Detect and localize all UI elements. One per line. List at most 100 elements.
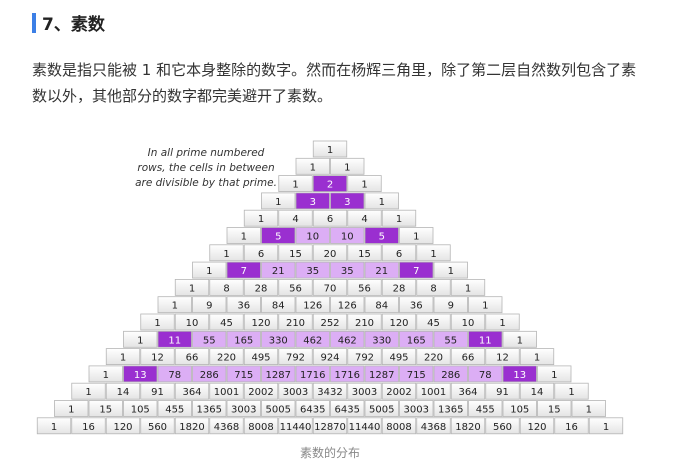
cell-value: 364 [182,387,201,398]
cell [312,209,348,227]
cell-value: 1 [361,180,367,191]
cell [295,261,330,279]
cell [364,192,399,210]
cell-value: 36 [410,301,423,312]
cell-value: 105 [131,404,150,415]
cell-value: 1 [327,145,333,156]
cell [312,244,348,262]
cell [450,417,486,435]
cell-value: 495 [251,353,270,364]
cell [312,348,348,366]
cell [554,382,589,400]
cell-value: 252 [320,318,339,329]
cell-value: 462 [338,335,357,346]
cell [399,296,434,314]
cell [312,175,348,193]
cell [278,382,313,400]
cell [450,313,486,331]
cell-value: 210 [286,318,305,329]
cell [381,209,417,227]
cell [468,330,503,348]
cell [174,382,210,400]
cell-value: 55 [444,335,457,346]
cell [209,348,244,366]
cell-value: 1365 [197,404,222,415]
cell-value: 2002 [386,387,411,398]
cell [226,400,261,417]
cell [243,417,279,435]
cell [347,313,382,331]
cell-value: 45 [220,318,233,329]
cell-value: 1287 [266,370,291,381]
cell [174,417,210,435]
cell-value: 120 [113,422,132,433]
cell-value: 1 [517,335,523,346]
cell-value: 2 [327,180,333,191]
cell-value: 4368 [214,422,239,433]
cell-value: 165 [407,335,426,346]
cell-value: 1 [586,404,592,415]
cell [364,261,399,279]
cell-value: 78 [479,370,492,381]
cell-value: 11 [479,335,492,346]
cell [347,382,382,400]
cell-value: 10 [462,318,475,329]
cell-value: 126 [303,301,322,312]
cell-value: 5005 [266,404,291,415]
cell [433,261,468,279]
cell-value: 16 [82,422,95,433]
cell [381,244,417,262]
title-bar [32,13,36,33]
cell [347,175,382,193]
cell [468,400,503,417]
cell [261,296,296,314]
cell-value: 84 [375,301,388,312]
cell-value: 1 [51,422,57,433]
cell-value: 165 [234,335,253,346]
cell [174,348,210,366]
cell [226,227,261,244]
cell-value: 15 [548,404,561,415]
cell [399,400,434,417]
cell [330,192,365,210]
cell-value: 1 [482,301,488,312]
cell [261,192,296,210]
cell-value: 455 [476,404,495,415]
cell [330,157,365,175]
cell-value: 1 [310,162,316,173]
cell-value: 1 [85,387,91,398]
cell-value: 12 [151,353,164,364]
cell [157,400,192,417]
cell [571,400,606,417]
cell [261,227,296,244]
cell [209,244,244,262]
cell-value: 792 [286,353,305,364]
cell [416,313,451,331]
cell [295,330,330,348]
cell-value: 91 [151,387,164,398]
cell [261,261,296,279]
cell-value: 1 [223,249,229,260]
cell-value: 5005 [369,404,394,415]
cell [209,278,244,296]
cell [278,209,313,227]
cell-value: 1 [551,370,557,381]
cell [330,261,365,279]
cell [123,400,158,417]
cell-value: 13 [134,370,147,381]
cell-value: 8008 [248,422,273,433]
cell-value: 8008 [386,422,411,433]
cell [192,330,227,348]
cell-value: 78 [168,370,181,381]
cell [243,278,279,296]
cell [485,382,520,400]
cell [295,400,330,417]
cell [88,365,123,383]
paragraph: 素数是指只能被 1 和它本身整除的数字。然而在杨辉三角里，除了第二层自然数列包含… [32,61,637,105]
cell-value: 1 [430,249,436,260]
cell-value: 11440 [349,422,381,433]
cell [295,365,330,383]
cell [364,330,399,348]
cell [123,330,158,348]
